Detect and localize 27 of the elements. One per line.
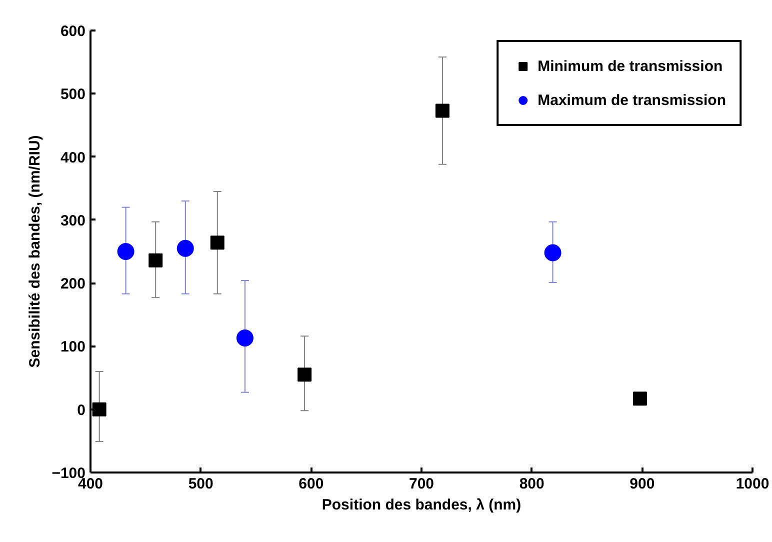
y-tick-label: 500 — [60, 86, 86, 104]
x-tick-label: 1000 — [736, 476, 770, 492]
x-tick-label: 800 — [519, 476, 544, 492]
point — [544, 244, 562, 262]
point — [435, 104, 450, 118]
x-tick-label: 700 — [408, 476, 434, 492]
x-axis-title: Position des bandes, λ (nm) — [322, 496, 522, 514]
legend-label: Minimum de transmission — [538, 58, 723, 74]
x-tick-label: 500 — [188, 476, 214, 492]
legend-label: Maximum de transmission — [538, 92, 726, 108]
point — [176, 240, 194, 257]
y-tick-label: 400 — [60, 149, 86, 166]
point — [298, 368, 312, 382]
point — [117, 243, 134, 260]
y-axis-title: Sensibilité des bandes, (nm/RIU) — [26, 135, 44, 368]
point — [210, 236, 224, 250]
point — [92, 402, 106, 416]
x-tick-label: 600 — [298, 476, 324, 492]
x-tick-label: 900 — [630, 476, 655, 492]
y-tick-label: 300 — [60, 212, 86, 230]
point — [236, 330, 254, 346]
y-tick-label: 0 — [77, 402, 86, 419]
y-tick-label: 600 — [60, 23, 86, 40]
point — [148, 253, 163, 268]
y-tick-label: 100 — [60, 338, 86, 356]
y-tick-label: 200 — [60, 276, 86, 293]
point — [632, 392, 647, 406]
